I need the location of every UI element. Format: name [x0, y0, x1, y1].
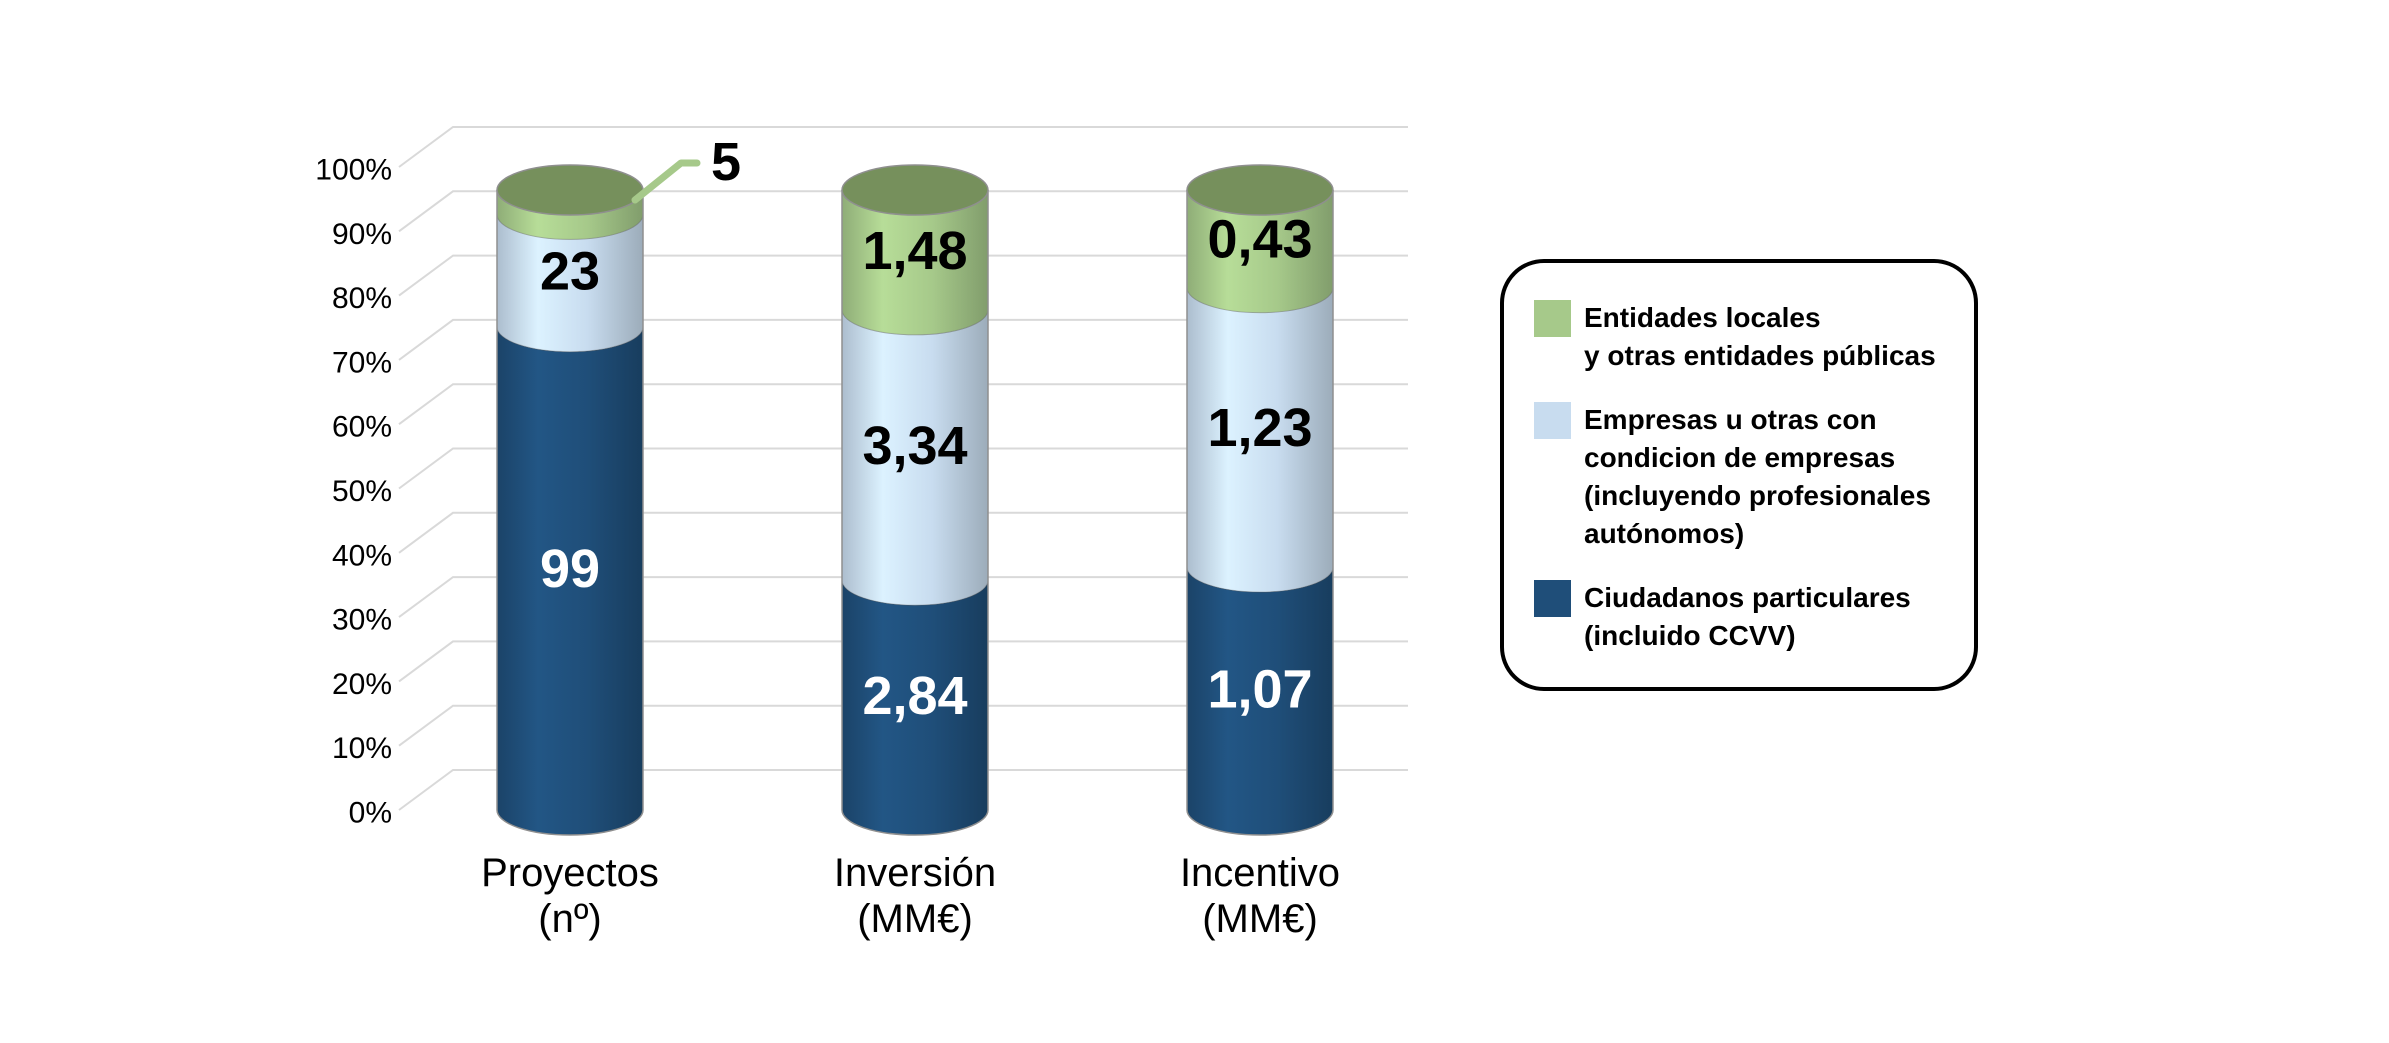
legend-swatch-entidades-locales — [1534, 300, 1571, 337]
segment-value-label: 1,07 — [1207, 659, 1312, 719]
segment-value-label: 0,43 — [1207, 210, 1312, 270]
legend-label-line: Entidades locales — [1584, 302, 1821, 333]
callout-line — [631, 159, 701, 204]
legend-label-line: (incluyendo profesionales — [1584, 480, 1931, 511]
category-label: (MM€) — [857, 897, 973, 941]
legend-swatch-empresas — [1534, 402, 1571, 439]
legend-label-line: y otras entidades públicas — [1584, 340, 1936, 371]
y-gridline — [398, 640, 1408, 683]
y-tick-label: 50% — [332, 475, 392, 508]
y-gridline — [398, 383, 1408, 426]
callout-label: 5 — [711, 132, 741, 192]
segment-value-label: 3,34 — [862, 416, 967, 476]
y-tick-label: 40% — [332, 539, 392, 572]
y-tick-label: 10% — [332, 732, 392, 765]
segment-value-label: 99 — [540, 539, 600, 599]
legend-label-line: autónomos) — [1584, 518, 1745, 549]
bar-incentivo: 1,07 1,23 0,43 — [1186, 164, 1334, 836]
y-gridline — [398, 447, 1408, 490]
y-tick-label: 100% — [315, 154, 392, 187]
cylinder-outline — [496, 190, 644, 836]
legend-label-line: condicion de empresas — [1584, 442, 1896, 473]
legend-swatch-ciudadanos — [1534, 580, 1571, 617]
segment-value-label: 1,48 — [862, 221, 967, 281]
segment-value-label: 2,84 — [862, 666, 967, 726]
cylinder-cap — [841, 164, 989, 216]
legend-label-line: Empresas u otras con — [1584, 404, 1877, 435]
y-gridline — [398, 704, 1408, 747]
category-label: Inversión — [834, 851, 996, 895]
category-label: (nº) — [538, 897, 602, 941]
category-label: Proyectos — [481, 851, 659, 895]
legend-label-empresas: Empresas u otras con condicion de empres… — [1584, 401, 1931, 553]
y-gridline — [398, 126, 1408, 168]
cylinder-outline — [841, 190, 989, 836]
legend-label-ciudadanos: Ciudadanos particulares (incluido CCVV) — [1584, 579, 1911, 655]
y-gridline — [398, 511, 1408, 554]
category-label: Incentivo — [1180, 851, 1340, 895]
y-tick-label: 80% — [332, 282, 392, 315]
category-label: (MM€) — [1202, 897, 1318, 941]
segment-value-label: 23 — [540, 241, 600, 301]
legend-item-entidades-locales: Entidades locales y otras entidades públ… — [1534, 299, 1956, 375]
y-tick-label: 90% — [332, 218, 392, 251]
y-tick-label: 0% — [349, 797, 392, 830]
cylinder-outline — [1186, 190, 1334, 836]
y-tick-label: 30% — [332, 604, 392, 637]
y-tick-label: 70% — [332, 346, 392, 379]
cylinder-cap — [496, 164, 644, 216]
legend-label-entidades-locales: Entidades locales y otras entidades públ… — [1584, 299, 1936, 375]
legend-label-line: Ciudadanos particulares — [1584, 582, 1911, 613]
y-gridline — [398, 254, 1408, 297]
y-gridline — [398, 318, 1408, 361]
legend-item-empresas: Empresas u otras con condicion de empres… — [1534, 401, 1956, 553]
y-gridline — [398, 576, 1408, 618]
segment-value-label: 1,23 — [1207, 398, 1312, 458]
bar-proyectos: 99 23 — [496, 164, 644, 836]
bar-inversión: 2,84 3,34 1,48 — [841, 164, 989, 836]
legend-item-ciudadanos: Ciudadanos particulares (incluido CCVV) — [1534, 579, 1956, 655]
y-gridline — [398, 190, 1408, 233]
y-tick-label: 60% — [332, 411, 392, 444]
cylinder-cap — [1186, 164, 1334, 216]
y-tick-label: 20% — [332, 668, 392, 701]
legend-box: Entidades locales y otras entidades públ… — [1500, 259, 1978, 691]
y-gridline — [398, 769, 1408, 811]
legend-label-line: (incluido CCVV) — [1584, 620, 1796, 651]
